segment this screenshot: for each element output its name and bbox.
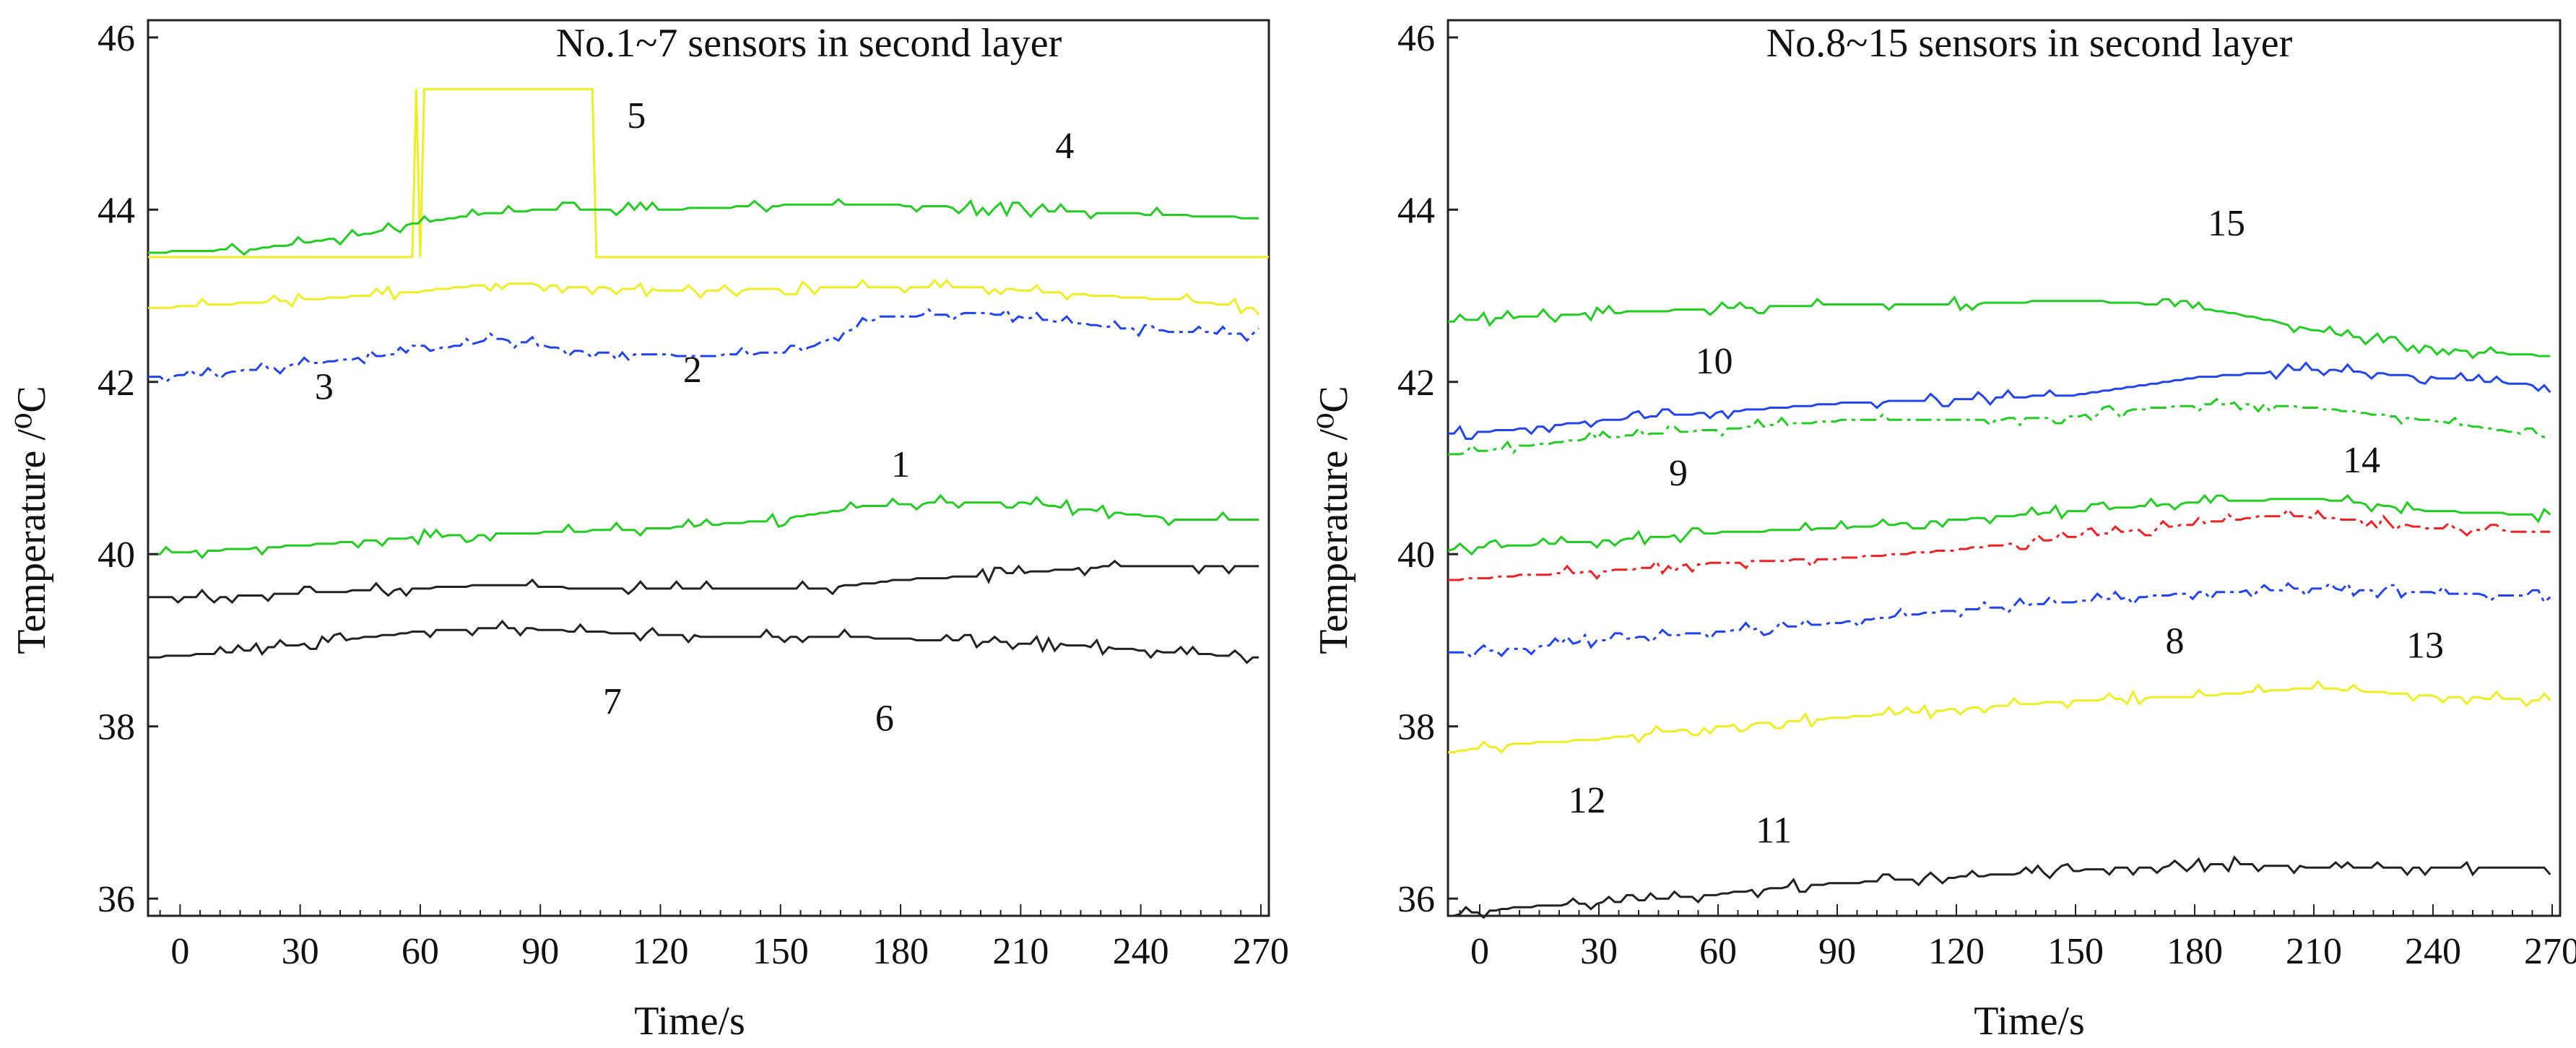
right-series-line-13 <box>1448 507 2551 581</box>
right-curve-label-14: 14 <box>2343 440 2380 481</box>
right-ytick-label: 42 <box>1397 363 1435 404</box>
left-series-line-7 <box>148 559 1259 605</box>
left-curve-label-7: 7 <box>603 681 622 722</box>
right-curve-label-8: 8 <box>2166 620 2185 662</box>
left-curve-label-3: 3 <box>315 367 334 408</box>
right-ytick-label: 38 <box>1397 707 1435 748</box>
left-series-layer: 1 2 3 4 5 6 7 <box>148 87 1269 740</box>
right-series-line-8 <box>1448 581 2551 659</box>
left-ytick-label: 44 <box>97 190 135 231</box>
left-xtick-label: 120 <box>632 931 688 972</box>
right-xtick-label: 270 <box>2524 931 2576 972</box>
right-ytick-label: 40 <box>1397 534 1435 576</box>
left-ytick-label: 38 <box>97 707 135 748</box>
right-curve-label-13: 13 <box>2406 625 2444 666</box>
left-xtick-label: 210 <box>992 931 1049 972</box>
right-xtick-label: 90 <box>1818 931 1856 972</box>
right-chart-title: No.8~15 sensors in second layer <box>1766 21 2293 66</box>
right-xtick-label: 60 <box>1699 931 1737 972</box>
left-chart-title: No.1~7 sensors in second layer <box>556 21 1062 66</box>
right-ytick-label: 46 <box>1397 18 1435 59</box>
left-curve-label-2: 2 <box>683 350 702 391</box>
right-xtick-label: 210 <box>2286 931 2342 972</box>
left-series-line-2 <box>148 308 1260 384</box>
right-curve-label-10: 10 <box>1696 341 1733 382</box>
left-xtick-label: 90 <box>521 931 559 972</box>
right-curve-label-11: 11 <box>1756 810 1792 852</box>
left-curve-label-1: 1 <box>891 444 910 485</box>
left-xtick-label: 240 <box>1113 931 1169 972</box>
left-ytick-label: 36 <box>97 879 135 920</box>
left-curve-label-4: 4 <box>1055 126 1074 167</box>
right-x-axis-title: Time/s <box>1974 999 2085 1044</box>
left-xtick-label: 0 <box>170 931 189 972</box>
left-series-line-6 <box>148 619 1259 664</box>
left-x-axis-title: Time/s <box>634 999 745 1044</box>
right-series-line-9 <box>1447 493 2551 556</box>
right-series-line-12 <box>1448 680 2551 754</box>
right-ytick-label: 36 <box>1397 879 1435 920</box>
right-xtick-label: 150 <box>2047 931 2104 972</box>
left-series-line-3 <box>148 278 1260 316</box>
right-curve-label-9: 9 <box>1669 453 1688 494</box>
left-series-line-4 <box>148 87 1269 259</box>
right-xtick-label: 120 <box>1928 931 1985 972</box>
left-y-ticks: 36 38 40 42 44 46 <box>97 18 158 920</box>
left-curve-label-5: 5 <box>627 95 646 137</box>
left-chart-panel: 1 2 3 4 5 6 7 36 38 40 42 44 46 0 30 60 90 120 150 180 210… <box>9 18 1289 1044</box>
right-y-ticks: 36 38 40 42 44 46 <box>1397 18 1458 920</box>
left-series-line-5 <box>148 198 1259 256</box>
right-series-line-14 <box>1448 397 2551 456</box>
right-xtick-label: 180 <box>2167 931 2223 972</box>
right-xtick-label: 0 <box>1470 931 1489 972</box>
left-series-line-1 <box>148 493 1259 560</box>
right-curve-label-12: 12 <box>1569 780 1606 821</box>
right-series-line-15 <box>1448 295 2551 360</box>
left-y-axis-title: Temperature /⁰C <box>9 386 54 654</box>
right-x-ticks: 0 30 60 90 120 150 180 210 240 270 <box>1459 904 2576 972</box>
left-xtick-label: 270 <box>1233 931 1289 972</box>
left-curve-label-6: 6 <box>875 698 894 740</box>
left-ytick-label: 46 <box>97 18 135 59</box>
left-ytick-label: 42 <box>97 363 135 404</box>
left-xtick-label: 180 <box>872 931 929 972</box>
right-xtick-label: 30 <box>1580 931 1618 972</box>
left-ytick-label: 40 <box>97 534 135 576</box>
right-series-line-11 <box>1448 855 2551 919</box>
right-y-axis-title: Temperature /⁰C <box>1311 386 1356 654</box>
right-ytick-label: 44 <box>1397 190 1435 231</box>
right-xtick-label: 240 <box>2405 931 2461 972</box>
left-xtick-label: 60 <box>402 931 439 972</box>
right-plot-frame <box>1447 19 2562 917</box>
right-series-layer: 8 9 10 11 12 13 14 15 <box>1447 203 2551 919</box>
left-xtick-label: 30 <box>282 931 319 972</box>
left-plot-frame <box>147 19 1270 917</box>
right-curve-label-15: 15 <box>2208 203 2245 244</box>
left-xtick-label: 150 <box>753 931 809 972</box>
right-chart-panel: 8 9 10 11 12 13 14 15 36 38 40 42 44 46 0 30 60 90 120 15… <box>1311 18 2576 1044</box>
right-series-line-10 <box>1448 361 2551 440</box>
left-x-ticks: 0 30 60 90 120 150 180 210 240 270 <box>159 904 1289 972</box>
